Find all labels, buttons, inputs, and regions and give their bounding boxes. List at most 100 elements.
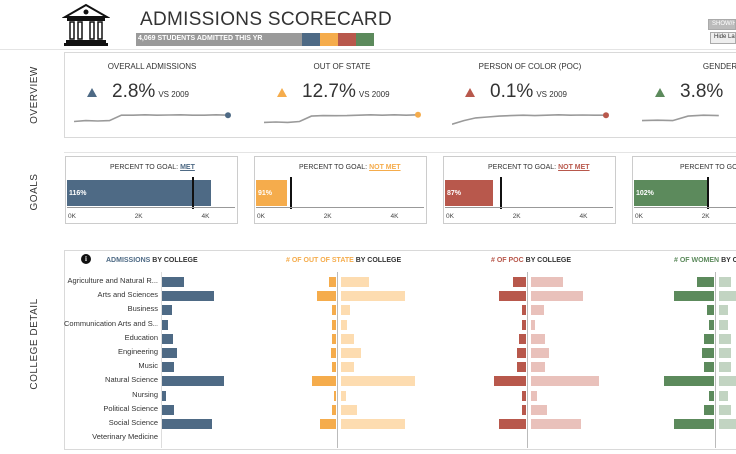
poc-bar-right	[531, 390, 537, 401]
college-label: Education	[124, 332, 158, 342]
out-of-state-bar-right	[341, 390, 346, 401]
out-of-state-bar-right	[341, 404, 357, 415]
sparkline-path	[642, 114, 719, 122]
poc-bar-right	[531, 404, 547, 415]
kpi-value: 3.8%	[680, 81, 723, 103]
kpi-value-number: 2.8%	[112, 81, 156, 102]
women-bar-right	[719, 362, 731, 373]
poc-bar-left	[519, 333, 527, 344]
kpi-value-number: 0.1%	[490, 81, 534, 102]
admissions-bar	[162, 319, 168, 330]
goal-status-link[interactable]: NOT MET	[369, 164, 401, 171]
goal-bar	[445, 180, 493, 206]
college-label: Agriculture and Natural R...	[67, 276, 158, 285]
women-bar-right	[719, 333, 731, 344]
kpi-title: OVERALL ADMISSIONS	[107, 62, 197, 71]
out-of-state-bar-right	[341, 277, 369, 287]
admissions-axis-line	[161, 272, 162, 448]
goal-bar	[256, 180, 288, 206]
goal-panel	[254, 156, 427, 224]
poc-bar-right	[531, 319, 536, 330]
women-bar-right	[719, 404, 731, 415]
college-label: Arts and Sciences	[97, 290, 158, 300]
kpi-value-number: 3.8%	[680, 81, 724, 102]
poc-bar-right	[531, 419, 582, 429]
building-icon	[61, 3, 111, 46]
goal-title-text: PERCENT TO GOAL:	[299, 164, 368, 171]
sparkline-endpoint	[603, 112, 609, 119]
college-column-header-suffix: BY COLLEGE	[353, 257, 402, 264]
goal-title: PERCENT TO GOAL: MET	[110, 164, 195, 171]
college-column-header-metric: # OF OUT OF STATE	[286, 257, 354, 264]
out-of-state-bar-right	[341, 305, 351, 316]
goal-target-marker	[191, 177, 194, 209]
goal-target-marker	[290, 177, 293, 209]
college-column-header-metric: ADMISSIONS	[106, 257, 151, 264]
poc-bar-right	[531, 362, 546, 373]
out-of-state-bar-right	[341, 291, 406, 302]
admitted-label: 4,069 STUDENTS ADMITTED THIS YR	[138, 35, 263, 42]
college-label: Engineering	[117, 347, 158, 356]
women-bar-left	[696, 277, 714, 287]
goals-divider	[64, 152, 736, 153]
hide-labels-button[interactable]: Hide La	[710, 32, 736, 44]
kpi-title: PERSON OF COLOR (POC)	[478, 62, 582, 71]
poc-bar-left	[517, 362, 526, 373]
poc-bar-left	[521, 305, 526, 316]
goal-title: PERCENT TO GOAL: NOT MET	[488, 164, 590, 171]
logo	[61, 3, 111, 47]
kpi-value: 0.1% VS 2009	[490, 81, 567, 103]
women-bar-right	[719, 390, 728, 401]
goal-axis-tick: 0K	[68, 213, 76, 220]
college-column-header: # OF WOMEN BY C	[674, 257, 736, 264]
sparkline-path	[452, 113, 606, 125]
goal-status-link[interactable]: NOT MET	[558, 164, 590, 171]
admissions-bar	[162, 277, 184, 287]
college-label: Veterinary Medicine	[92, 432, 158, 442]
women-bar-right	[719, 348, 731, 358]
poc-bar-left	[521, 404, 526, 415]
goal-axis-tick: 4K	[201, 213, 210, 220]
admitted-bar-segment-green	[356, 33, 374, 46]
poc-bar-left	[499, 419, 526, 429]
college-column-header: ADMISSIONS BY COLLEGE	[106, 257, 198, 264]
goal-percent-label: 102%	[636, 190, 654, 197]
section-label-college-detail: COLLEGE DETAIL	[29, 298, 40, 390]
goal-axis-tick: 2K	[134, 213, 143, 220]
goal-target-marker	[707, 177, 710, 209]
women-bar-left	[704, 404, 714, 415]
goal-title-text: PERCENT TO GOAL:	[110, 164, 179, 171]
goal-axis-tick: 4K	[579, 213, 588, 220]
admissions-bar	[162, 390, 166, 401]
college-column-header-metric: # OF WOMEN	[674, 257, 720, 264]
out-of-state-bar-left	[332, 319, 336, 330]
admitted-bar-segment-blue	[302, 33, 320, 46]
out-of-state-bar-left	[317, 291, 336, 302]
goal-axis-line	[256, 207, 424, 208]
divergent-axis-line	[715, 272, 716, 448]
section-label-overview: OVERVIEW	[29, 66, 40, 124]
admissions-bar	[162, 333, 173, 344]
admitted-bar-segment-orange	[320, 33, 338, 46]
out-of-state-bar-left	[332, 404, 336, 415]
goal-title: PERCENT TO GOAL:	[680, 164, 736, 171]
women-bar-right	[719, 277, 731, 287]
women-bar-left	[701, 348, 714, 358]
college-label: Communication Arts and S...	[64, 318, 158, 328]
admitted-bar-segment-total: 4,069 STUDENTS ADMITTED THIS YR	[136, 33, 302, 46]
poc-bar-left	[493, 376, 526, 387]
kpi-title: GENDER	[702, 62, 736, 71]
out-of-state-bar-left	[332, 305, 336, 316]
college-column-header-suffix: BY COLLEGE	[150, 257, 198, 264]
kpi-sparkline	[74, 112, 231, 123]
up-triangle-icon	[465, 88, 475, 97]
goal-axis-tick: 0K	[257, 213, 265, 220]
sparkline-path	[264, 113, 419, 124]
goal-axis-tick: 0K	[635, 213, 643, 220]
info-icon[interactable]: i	[81, 254, 91, 264]
goal-percent-label: 87%	[447, 190, 462, 197]
goal-status-link[interactable]: MET	[180, 164, 195, 171]
poc-bar-right	[531, 348, 549, 358]
college-column-header-suffix: BY C	[719, 257, 736, 264]
college-column-header-metric: # OF POC	[491, 257, 524, 264]
